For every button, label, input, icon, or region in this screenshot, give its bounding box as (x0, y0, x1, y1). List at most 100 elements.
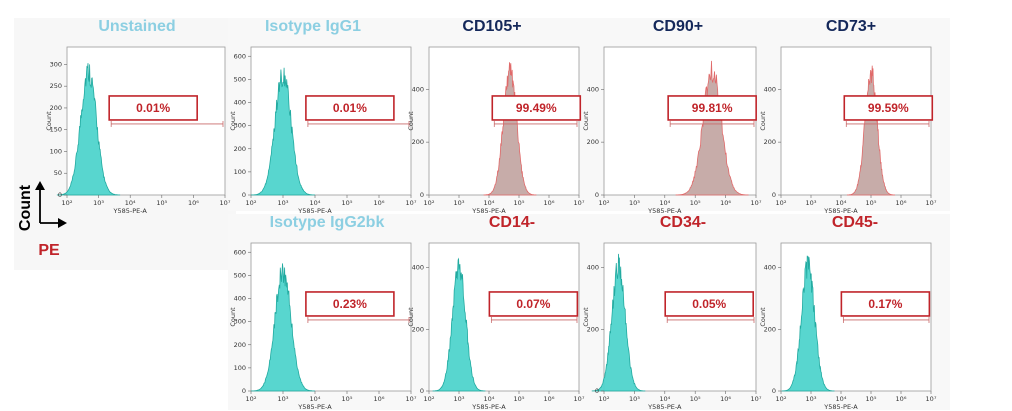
x-tick-label: 10⁷ (926, 199, 937, 207)
x-tick-label: 10⁴ (836, 199, 847, 207)
chart-title: CD14- (489, 214, 535, 231)
histogram-series (250, 263, 316, 392)
x-tick-label: 10⁶ (544, 199, 555, 207)
chart-cd45: CD45- 0.17% 0 200 400 Count 10² 10³ 10⁴ 10⁵ 10⁶ 10⁷… (759, 214, 937, 411)
chart-title: CD73+ (826, 18, 876, 35)
y-tick-label: 400 (764, 85, 776, 93)
x-tick-label: 10⁶ (374, 395, 385, 403)
y-tick-label: 400 (412, 85, 424, 93)
y-tick-label: 200 (234, 341, 246, 349)
y-tick-label: 400 (764, 264, 776, 272)
chart-cd105: CD105+ 99.49% 0 200 400 Count 10² 10³ 10⁴ 10⁵ 10⁶ 1… (407, 18, 585, 215)
x-tick-label: 10³ (278, 199, 289, 207)
legend-up-arrow-head (35, 181, 45, 190)
x-tick-label: 10³ (454, 395, 465, 403)
histogram-series (56, 63, 121, 196)
x-tick-label: 10⁵ (514, 199, 525, 207)
chart-title: Unstained (98, 18, 175, 35)
x-tick-label: 10² (599, 199, 610, 207)
x-axis-label: Y585-PE-A (471, 403, 506, 411)
histogram-series (483, 62, 537, 196)
x-axis-label: Y585-PE-A (297, 207, 332, 215)
x-tick-label: 10⁴ (836, 395, 847, 403)
x-tick-label: 10³ (806, 395, 817, 403)
x-axis-label: Y585-PE-A (471, 207, 506, 215)
y-tick-label: 100 (234, 364, 246, 372)
y-tick-label: 0 (772, 387, 776, 395)
x-tick-label: 10⁴ (659, 199, 670, 207)
x-axis-label: Y585-PE-A (823, 403, 858, 411)
chart-title: CD45- (832, 214, 878, 231)
y-axis-label: Count (759, 111, 767, 131)
y-tick-label: 400 (412, 264, 424, 272)
y-axis-label: Count (45, 111, 53, 131)
x-tick-label: 10⁵ (690, 199, 701, 207)
x-tick-label: 10² (246, 199, 257, 207)
x-tick-label: 10³ (454, 199, 465, 207)
histogram-series (432, 257, 486, 392)
x-tick-label: 10⁶ (720, 199, 731, 207)
y-tick-label: 500 (234, 271, 246, 279)
x-axis-label: Y585-PE-A (112, 207, 147, 215)
gate-percent-label: 0.05% (692, 297, 726, 311)
y-tick-label: 300 (234, 318, 246, 326)
x-tick-label: 10⁶ (720, 395, 731, 403)
gate-percent-label: 99.49% (516, 101, 557, 115)
histogram-series (591, 253, 646, 392)
y-tick-label: 0 (772, 191, 776, 199)
x-tick-label: 10² (246, 395, 257, 403)
gate-percent-label: 0.07% (516, 297, 550, 311)
x-axis-label: Y585-PE-A (647, 403, 682, 411)
y-tick-label: 200 (412, 325, 424, 333)
y-tick-label: 200 (50, 104, 62, 112)
legend-count-label: Count (17, 184, 34, 231)
gate-percent-box (305, 291, 395, 317)
x-axis-label: Y585-PE-A (823, 207, 858, 215)
y-tick-label: 400 (587, 264, 599, 272)
y-tick-label: 400 (234, 99, 246, 107)
chart-cd14: CD14- 0.07% 0 200 400 Count 10² 10³ 10⁴ 10⁵ 10⁶ 10⁷… (407, 214, 585, 411)
x-tick-label: 10⁵ (514, 395, 525, 403)
histogram-series (675, 60, 749, 196)
gate-percent-label: 99.81% (692, 101, 733, 115)
legend-right-arrow-head (58, 218, 67, 228)
x-tick-label: 10³ (629, 199, 640, 207)
x-tick-label: 10⁴ (484, 199, 495, 207)
gate-percent-box (840, 291, 931, 317)
x-tick-label: 10³ (278, 395, 289, 403)
y-tick-label: 200 (234, 145, 246, 153)
x-tick-label: 10⁵ (342, 199, 353, 207)
x-tick-label: 10² (62, 199, 73, 207)
x-tick-label: 10³ (93, 199, 104, 207)
x-tick-label: 10² (599, 395, 610, 403)
chart-title: Isotype IgG2bk (270, 214, 385, 231)
chart-cd73: CD73+ 99.59% 0 200 400 Count 10² 10³ 10⁴ 10⁵ 10⁶ 10… (759, 18, 937, 215)
chart-unstained: Unstained 0.01% 0 50 100 150 200 250 300 Count 10²… (45, 18, 231, 215)
x-tick-label: 10⁵ (156, 199, 167, 207)
gate-percent-box (491, 95, 582, 121)
y-tick-label: 0 (242, 387, 246, 395)
x-tick-label: 10² (424, 395, 435, 403)
y-tick-label: 600 (234, 248, 246, 256)
gate-percent-label: 0.23% (333, 297, 367, 311)
y-tick-label: 150 (50, 126, 62, 134)
x-tick-label: 10² (424, 199, 435, 207)
histogram-series (250, 67, 316, 196)
y-tick-label: 200 (587, 138, 599, 146)
x-tick-label: 10⁷ (751, 199, 762, 207)
x-tick-label: 10⁷ (926, 395, 937, 403)
x-tick-label: 10⁴ (484, 395, 495, 403)
x-tick-label: 10⁴ (125, 199, 136, 207)
y-axis-label: Count (582, 307, 590, 327)
gate-percent-label: 0.01% (136, 101, 170, 115)
chart-isotype-igg1: Isotype IgG1 0.01% 0 100 200 300 400 500 600 Coun… (229, 18, 417, 215)
plot-frame (780, 46, 932, 196)
y-tick-label: 0 (242, 191, 246, 199)
y-tick-label: 400 (587, 85, 599, 93)
gate-percent-box (488, 291, 579, 317)
plot-frame (603, 46, 757, 196)
x-tick-label: 10³ (806, 199, 817, 207)
y-tick-label: 50 (54, 169, 62, 177)
